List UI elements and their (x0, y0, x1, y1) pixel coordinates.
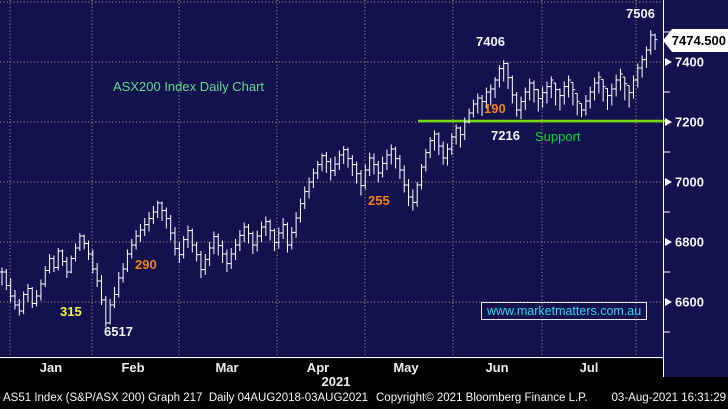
annotation-support-label: Support (535, 129, 581, 144)
svg-text:7400: 7400 (675, 55, 704, 70)
annotation-feb-low: 6517 (104, 324, 133, 339)
last-price-flag: 7474.500 (663, 29, 728, 52)
annotation-aug-high: 7506 (626, 6, 655, 21)
month-label-jun: Jun (485, 360, 509, 375)
annotation-jun-high: 7406 (476, 34, 505, 49)
axis-strip-extension (664, 359, 728, 377)
svg-text:7200: 7200 (675, 115, 704, 130)
annotation-swing-190: 190 (484, 101, 506, 116)
month-label-may: May (393, 360, 419, 375)
month-label-jan: Jan (39, 360, 63, 375)
status-instrument: AS51 Index (S&P/ASX 200) Graph 217 Daily… (3, 392, 369, 404)
watermark-url: www.marketmatters.com.au (481, 302, 648, 320)
month-label-jul: Jul (579, 360, 599, 375)
status-copyright: Copyright© 2021 Bloomberg Finance L.P. (376, 392, 588, 404)
svg-text:6800: 6800 (675, 235, 704, 250)
chart-title: ASX200 Index Daily Chart (113, 79, 265, 94)
status-bar: AS51 Index (S&P/ASX 200) Graph 217 Daily… (0, 388, 728, 409)
month-label-apr: Apr (306, 360, 330, 375)
svg-text:6600: 6600 (675, 295, 704, 310)
annotation-swing-290: 290 (135, 257, 157, 272)
x-axis-year-label: 2021 (321, 374, 351, 389)
chart-background (0, 0, 728, 359)
annotation-swing-315: 315 (60, 304, 82, 319)
annotation-swing-255: 255 (368, 193, 390, 208)
svg-text:7000: 7000 (675, 175, 704, 190)
annotation-jul-low: 7216 (491, 128, 520, 143)
month-label-feb: Feb (121, 360, 145, 375)
status-timestamp: 03-Aug-2021 16:31:29 (611, 392, 726, 404)
month-label-mar: Mar (215, 360, 239, 375)
